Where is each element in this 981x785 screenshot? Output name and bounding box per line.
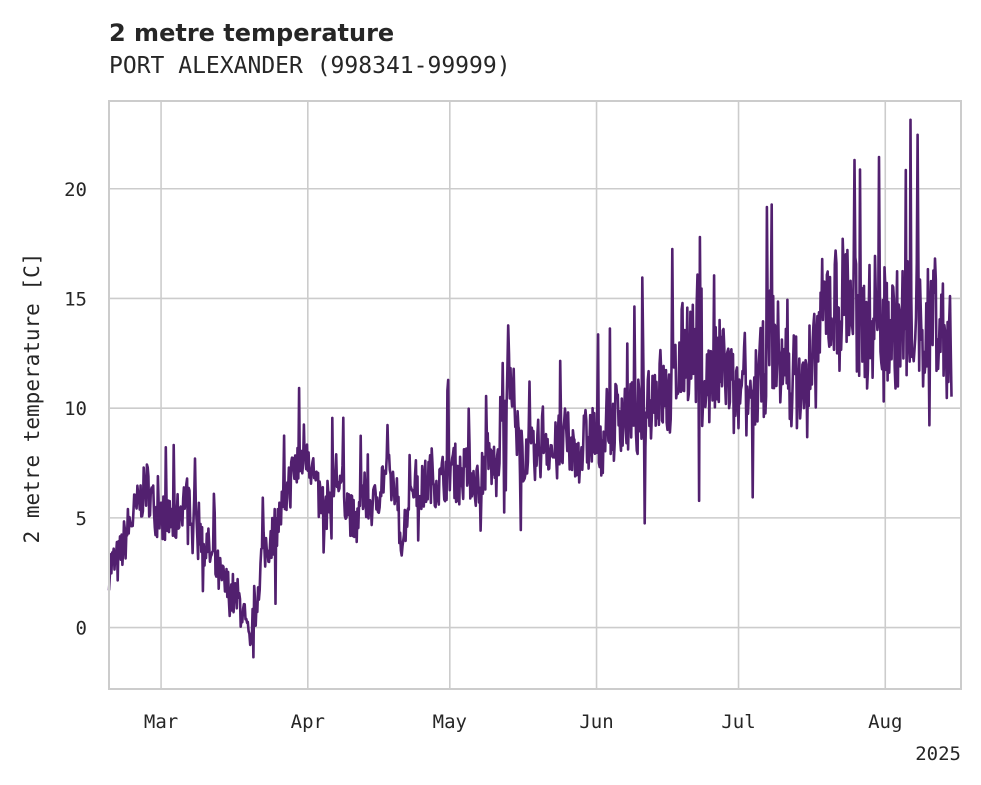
x-tick-label: Aug [868, 711, 902, 733]
x-tick-label: Jun [579, 711, 613, 733]
y-tick-label: 20 [64, 179, 87, 201]
y-axis-label: 2 metre temperature [C] [20, 253, 44, 544]
series-layer [107, 118, 953, 659]
y-tick-label: 10 [64, 398, 87, 420]
x-tick-label: Jul [721, 711, 755, 733]
x-offset-label: 2025 [915, 743, 961, 765]
plot-frame [108, 100, 962, 690]
chart-subtitle: PORT ALEXANDER (998341-99999) [109, 53, 511, 79]
x-tick-label: May [433, 711, 467, 733]
y-tick-label: 5 [76, 508, 87, 530]
x-axis-ticks: Mar Apr May Jun Jul Aug [144, 711, 903, 733]
x-tick-label: Mar [144, 711, 178, 733]
chart-title: 2 metre temperature [109, 19, 394, 47]
x-tick-label: Apr [291, 711, 325, 733]
y-axis-ticks: 0 5 10 15 20 [64, 179, 87, 640]
y-tick-label: 0 [76, 618, 87, 640]
temperature-series-line [107, 118, 953, 659]
y-tick-label: 15 [64, 288, 87, 310]
